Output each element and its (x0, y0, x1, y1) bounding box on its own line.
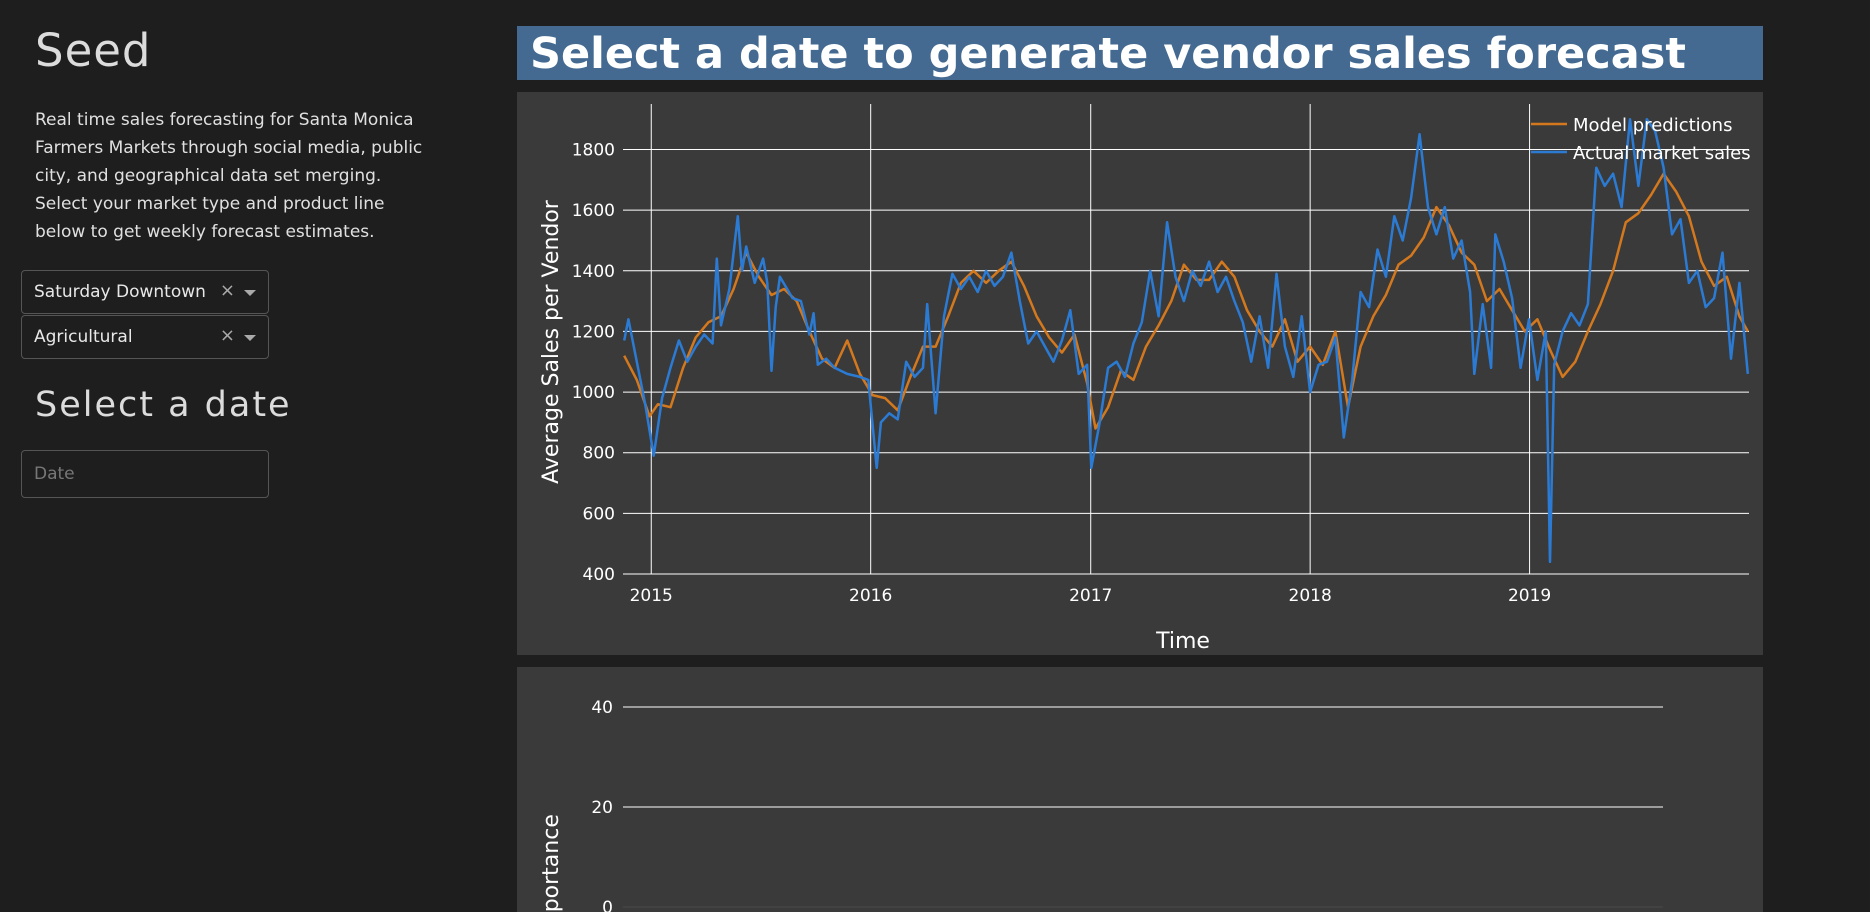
chart-grid (623, 706, 1663, 908)
chart-series (622, 117, 1750, 564)
chevron-down-icon[interactable] (244, 290, 256, 296)
x-tick-label: 2017 (1069, 586, 1112, 606)
y-tick-label: 400 (583, 565, 615, 585)
y-tick-label: 1000 (572, 383, 615, 403)
sales-forecast-chart[interactable]: 400 600 800 1000 1200 1400 1600 1800 2015 2016 201… (517, 92, 1763, 655)
y-tick-label: 1200 (572, 322, 615, 342)
legend-item-predictions: Model predictions (1573, 115, 1732, 136)
feature-importance-chart[interactable]: 0 20 40 importance (517, 667, 1763, 912)
y-tick-label: 1400 (572, 262, 615, 282)
product-line-value: Agricultural (34, 327, 133, 347)
y-tick-label: 40 (591, 698, 613, 718)
y-tick-label: 20 (591, 798, 613, 818)
series-line-actual[interactable] (622, 117, 1750, 564)
sidebar: Seed Real time sales forecasting for San… (0, 0, 500, 912)
y-axis-title: Average Sales per Vendor (539, 199, 564, 484)
product-line-select[interactable]: Agricultural × (21, 315, 269, 359)
y-tick-label: 1600 (572, 201, 615, 221)
banner-title: Select a date to generate vendor sales f… (530, 29, 1686, 79)
date-heading: Select a date (35, 385, 292, 425)
date-input[interactable] (21, 450, 269, 498)
market-type-value: Saturday Downtown (34, 282, 206, 302)
chart-legend[interactable]: Model predictions Actual market sales (1531, 115, 1751, 164)
x-tick-label: 2016 (849, 586, 892, 606)
x-tick-label: 2018 (1289, 586, 1332, 606)
chart-grid (623, 104, 1749, 575)
x-tick-label: 2019 (1508, 586, 1551, 606)
chevron-down-icon[interactable] (244, 335, 256, 341)
market-type-select[interactable]: Saturday Downtown × (21, 270, 269, 314)
clear-icon[interactable]: × (219, 280, 235, 301)
x-tick-label: 2015 (630, 586, 673, 606)
sales-forecast-chart-panel: 400 600 800 1000 1200 1400 1600 1800 2015 2016 201… (517, 92, 1763, 655)
legend-item-actual: Actual market sales (1573, 143, 1751, 164)
feature-importance-chart-panel: 0 20 40 importance (517, 667, 1763, 912)
y-tick-label: 0 (602, 898, 613, 912)
y-tick-label: 1800 (572, 140, 615, 160)
app-title: Seed (35, 24, 152, 77)
y-tick-label: 600 (583, 504, 615, 524)
chart-ticks: 0 20 40 (591, 698, 613, 912)
y-tick-label: 800 (583, 444, 615, 464)
chart-ticks: 400 600 800 1000 1200 1400 1600 1800 2015 2016 201… (572, 140, 1551, 606)
clear-icon[interactable]: × (219, 325, 235, 346)
page-banner: Select a date to generate vendor sales f… (517, 26, 1763, 80)
x-axis-title: Time (1155, 629, 1210, 654)
series-line-predictions[interactable] (623, 172, 1749, 430)
app-description: Real time sales forecasting for Santa Mo… (35, 110, 423, 242)
y-axis-title: importance (539, 814, 564, 912)
